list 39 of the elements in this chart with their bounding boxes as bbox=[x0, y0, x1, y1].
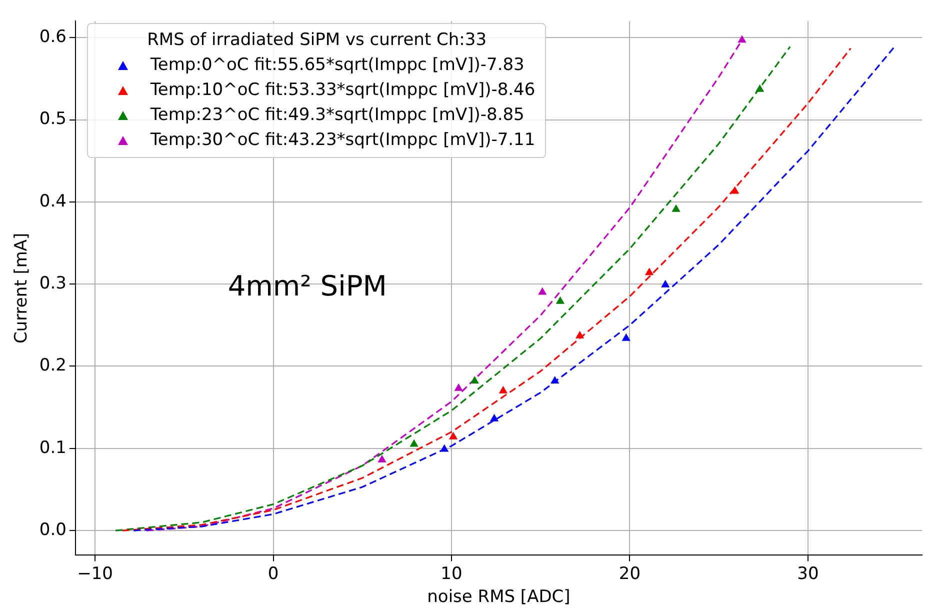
x-tick-label: 20 bbox=[618, 564, 641, 584]
y-tick-label: 0.6 bbox=[39, 27, 66, 48]
annotation: 4mm² SiPM bbox=[228, 269, 387, 302]
point bbox=[556, 296, 565, 304]
point bbox=[661, 280, 670, 288]
y-tick-label: 0.0 bbox=[39, 520, 66, 540]
legend-title: RMS of irradiated SiPM vs current Ch:33 bbox=[146, 29, 488, 52]
point bbox=[454, 383, 463, 391]
point bbox=[470, 376, 479, 384]
point bbox=[448, 432, 458, 440]
x-tick-label: 30 bbox=[797, 564, 819, 584]
point bbox=[738, 35, 746, 43]
point bbox=[538, 287, 547, 295]
y-tick-label: 0.3 bbox=[39, 274, 66, 294]
legend-label: Temp:10^oC fit:53.33*sqrt(Imppc [mV])-8.46 bbox=[150, 79, 536, 102]
point bbox=[644, 268, 654, 276]
legend-label: Temp:23^oC fit:49.3*sqrt(Imppc [mV])-8.85 bbox=[150, 104, 524, 128]
point bbox=[622, 333, 630, 341]
point bbox=[550, 376, 560, 384]
x-tick-label: 0 bbox=[268, 564, 279, 584]
y-tick-label: 0.4 bbox=[39, 191, 66, 212]
x-axis-title: noise RMS [ADC] bbox=[427, 587, 570, 608]
point bbox=[575, 330, 584, 338]
point bbox=[378, 454, 386, 462]
y-tick-label: 0.1 bbox=[39, 438, 66, 458]
legend-label: Temp:30^oC fit:43.23*sqrt(Imppc [mV])-7.11 bbox=[150, 129, 536, 152]
legend-label: Temp:0^oC fit:55.65*sqrt(Imppc [mV])-7.83 bbox=[150, 54, 524, 78]
x-tick-label: −10 bbox=[77, 564, 113, 584]
y-tick-label: 0.2 bbox=[39, 356, 66, 376]
point bbox=[440, 444, 449, 452]
point bbox=[672, 204, 680, 212]
point bbox=[730, 186, 740, 194]
y-axis-title: Current [mA] bbox=[12, 232, 32, 344]
x-tick-label: 10 bbox=[440, 564, 462, 584]
point bbox=[755, 84, 764, 92]
y-tick-label: 0.5 bbox=[39, 109, 66, 130]
point bbox=[498, 386, 508, 394]
point bbox=[490, 414, 499, 422]
point bbox=[410, 439, 418, 447]
